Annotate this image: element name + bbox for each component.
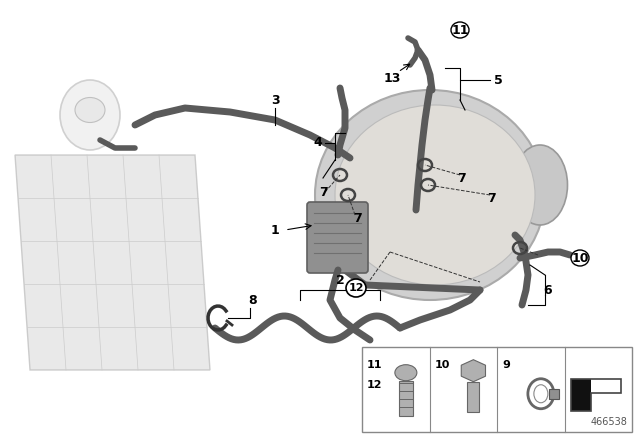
Ellipse shape — [571, 250, 589, 266]
Text: 12: 12 — [348, 283, 364, 293]
Text: 1: 1 — [271, 224, 280, 237]
Bar — [549, 389, 559, 399]
Text: 7: 7 — [319, 186, 328, 199]
Polygon shape — [15, 155, 210, 370]
Text: 7: 7 — [488, 191, 497, 204]
Text: 6: 6 — [544, 284, 552, 297]
Ellipse shape — [451, 22, 469, 38]
Text: 11: 11 — [367, 360, 383, 370]
Polygon shape — [572, 379, 591, 411]
Text: 5: 5 — [493, 73, 502, 86]
Ellipse shape — [60, 80, 120, 150]
Ellipse shape — [395, 365, 417, 381]
Text: 466538: 466538 — [590, 417, 627, 427]
Bar — [399, 381, 413, 416]
FancyBboxPatch shape — [307, 202, 368, 273]
Text: 7: 7 — [353, 211, 362, 224]
Polygon shape — [461, 360, 486, 382]
Bar — [362, 347, 632, 432]
Ellipse shape — [513, 145, 568, 225]
Ellipse shape — [346, 279, 366, 297]
Ellipse shape — [75, 98, 105, 122]
Text: 11: 11 — [451, 23, 468, 36]
Text: 13: 13 — [383, 72, 401, 85]
Bar — [467, 382, 479, 412]
Text: 12: 12 — [367, 380, 383, 390]
Ellipse shape — [534, 385, 548, 403]
Text: 7: 7 — [458, 172, 467, 185]
Ellipse shape — [315, 90, 545, 300]
Text: 3: 3 — [271, 94, 279, 107]
Text: 8: 8 — [249, 293, 257, 306]
Ellipse shape — [335, 105, 535, 285]
Text: 9: 9 — [502, 360, 510, 370]
Text: 2: 2 — [335, 273, 344, 287]
Text: 4: 4 — [314, 137, 323, 150]
Text: 10: 10 — [572, 251, 589, 264]
Text: 10: 10 — [435, 360, 450, 370]
